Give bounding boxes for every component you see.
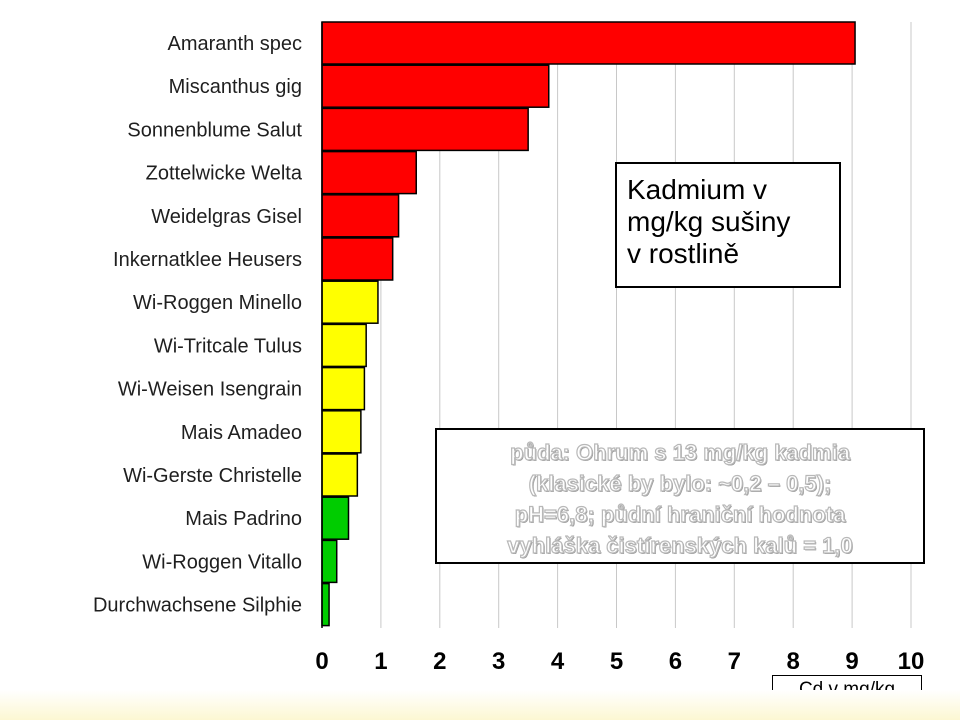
bar-12	[321, 496, 350, 540]
x-tick-6: 6	[669, 648, 682, 675]
bar-2	[321, 64, 550, 108]
bar-5	[321, 194, 400, 238]
bar-1	[321, 21, 856, 65]
x-tick-8: 8	[787, 648, 800, 675]
footer-band	[0, 690, 960, 720]
x-tick-9: 9	[845, 648, 858, 675]
annotation-line-3: pH=6,8; půdní hraniční hodnota	[514, 501, 846, 527]
bar-10	[321, 410, 362, 454]
category-label-2: Miscanthus gig	[169, 76, 302, 98]
bar-11	[321, 453, 359, 497]
category-label-12: Mais Padrino	[185, 508, 302, 530]
x-tick-4: 4	[551, 648, 565, 675]
x-tick-10: 10	[898, 648, 925, 675]
bar-14	[321, 582, 330, 627]
category-label-11: Wi-Gerste Christelle	[123, 465, 302, 487]
category-label-10: Mais Amadeo	[181, 422, 302, 444]
chart-title-box: Kadmium v mg/kg sušiny v rostlině	[615, 162, 841, 288]
category-label-14: Durchwachsene Silphie	[93, 595, 302, 617]
category-label-13: Wi-Roggen Vitallo	[142, 551, 302, 573]
category-label-3: Sonnenblume Salut	[127, 119, 302, 141]
category-labels: Amaranth spec Miscanthus gig Sonnenblume S…	[93, 33, 303, 617]
category-label-5: Weidelgras Gisel	[151, 206, 302, 228]
bar-6	[321, 237, 394, 281]
x-tick-3: 3	[492, 648, 505, 675]
annotation-line-4: vyhláška čistírenských kalů = 1,0	[507, 532, 854, 558]
x-tick-7: 7	[728, 648, 741, 675]
bars	[321, 21, 856, 627]
bar-13	[321, 539, 338, 584]
category-label-7: Wi-Roggen Minello	[133, 292, 302, 314]
x-tick-0: 0	[315, 648, 328, 675]
category-label-9: Wi-Weisen Isengrain	[118, 379, 302, 401]
bar-9	[321, 366, 366, 411]
category-label-8: Wi-Tritcale Tulus	[154, 335, 302, 357]
bar-7	[321, 280, 379, 324]
category-label-1: Amaranth spec	[167, 33, 302, 55]
bar-3	[321, 107, 529, 152]
annotation-line-2: (klasické by bylo: ~0,2 – 0,5);	[528, 470, 832, 496]
x-tick-5: 5	[610, 648, 623, 675]
x-tick-labels: 0 1 2 3 4 5 6 7 8 9 10	[315, 648, 924, 675]
x-tick-2: 2	[433, 648, 446, 675]
bar-4	[321, 150, 417, 195]
category-label-4: Zottelwicke Welta	[146, 163, 303, 185]
bar-8	[321, 323, 367, 368]
annotation-box: půda: Ohrum s 13 mg/kg kadmia (klasické …	[435, 428, 925, 564]
x-tick-1: 1	[374, 648, 387, 675]
category-label-6: Inkernatklee Heusers	[113, 249, 302, 271]
annotation-line-1: půda: Ohrum s 13 mg/kg kadmia	[509, 439, 850, 465]
